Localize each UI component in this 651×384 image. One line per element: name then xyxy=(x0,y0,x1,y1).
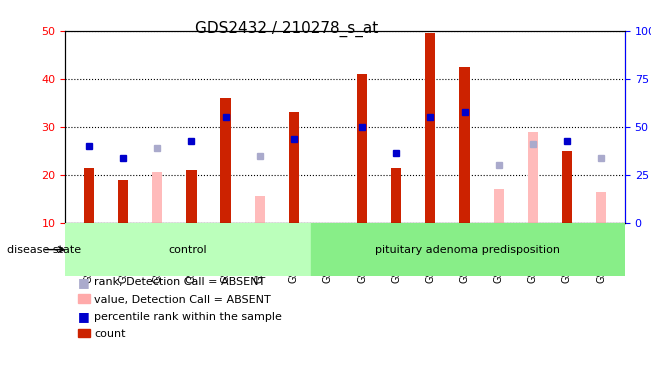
Bar xyxy=(84,167,94,223)
Bar xyxy=(311,223,625,276)
Text: GDS2432 / 210278_s_at: GDS2432 / 210278_s_at xyxy=(195,21,378,37)
Text: count: count xyxy=(94,329,126,339)
Bar xyxy=(152,172,162,223)
Bar xyxy=(528,131,538,223)
Bar xyxy=(255,196,265,223)
Bar xyxy=(288,112,299,223)
Bar xyxy=(425,33,436,223)
Bar xyxy=(118,180,128,223)
Bar xyxy=(562,151,572,223)
Text: pituitary adenoma predisposition: pituitary adenoma predisposition xyxy=(376,245,561,255)
FancyBboxPatch shape xyxy=(87,223,102,276)
Bar xyxy=(493,189,504,223)
Bar xyxy=(460,67,469,223)
Bar xyxy=(357,74,367,223)
Bar xyxy=(596,192,606,223)
Bar xyxy=(391,167,402,223)
Bar xyxy=(186,170,197,223)
Text: disease state: disease state xyxy=(7,245,81,255)
Text: rank, Detection Call = ABSENT: rank, Detection Call = ABSENT xyxy=(94,277,266,287)
Text: percentile rank within the sample: percentile rank within the sample xyxy=(94,312,283,322)
Text: value, Detection Call = ABSENT: value, Detection Call = ABSENT xyxy=(94,295,271,305)
Text: control: control xyxy=(169,245,207,255)
Text: ■: ■ xyxy=(78,310,90,323)
Bar xyxy=(221,98,230,223)
Bar xyxy=(65,223,311,276)
Text: ■: ■ xyxy=(78,276,90,289)
